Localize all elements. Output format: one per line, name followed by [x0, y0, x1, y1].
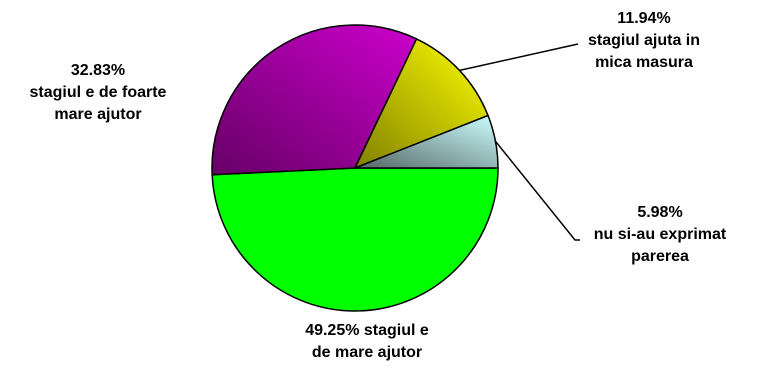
label-line: 5.98%: [637, 204, 683, 221]
label-line: mica masura: [595, 54, 693, 71]
pie-slice-3: [353, 37, 489, 170]
label-line: stagiul e de foarte: [29, 84, 167, 101]
label-line: de mare ajutor: [311, 344, 423, 361]
leader-line-3: [459, 43, 579, 72]
leader-line-4: [494, 140, 580, 241]
pie-slice-4: [354, 114, 499, 169]
label-line: mare ajutor: [54, 106, 142, 123]
label-line: parerea: [631, 248, 689, 265]
pie-slice-2: [211, 24, 418, 176]
label-line: 11.94%: [617, 10, 671, 27]
slice-label-nu-si-au-exprimat: 5.98% nu si-au exprimat parerea: [580, 202, 740, 268]
label-line: 32.83%: [70, 62, 126, 79]
slice-label-mica-masura: 11.94% stagiul ajuta in mica masura: [570, 8, 718, 74]
label-line: stagiul ajuta in: [587, 32, 700, 49]
slice-label-de-mare-ajutor: 49.25% stagiul e de mare ajutor: [262, 320, 472, 364]
slice-label-foarte-mare-ajutor: 32.83% stagiul e de foarte mare ajutor: [0, 60, 196, 126]
label-line: nu si-au exprimat: [593, 226, 727, 243]
pie-slice-1: [211, 167, 499, 312]
label-line: 49.25% stagiul e: [305, 322, 429, 339]
